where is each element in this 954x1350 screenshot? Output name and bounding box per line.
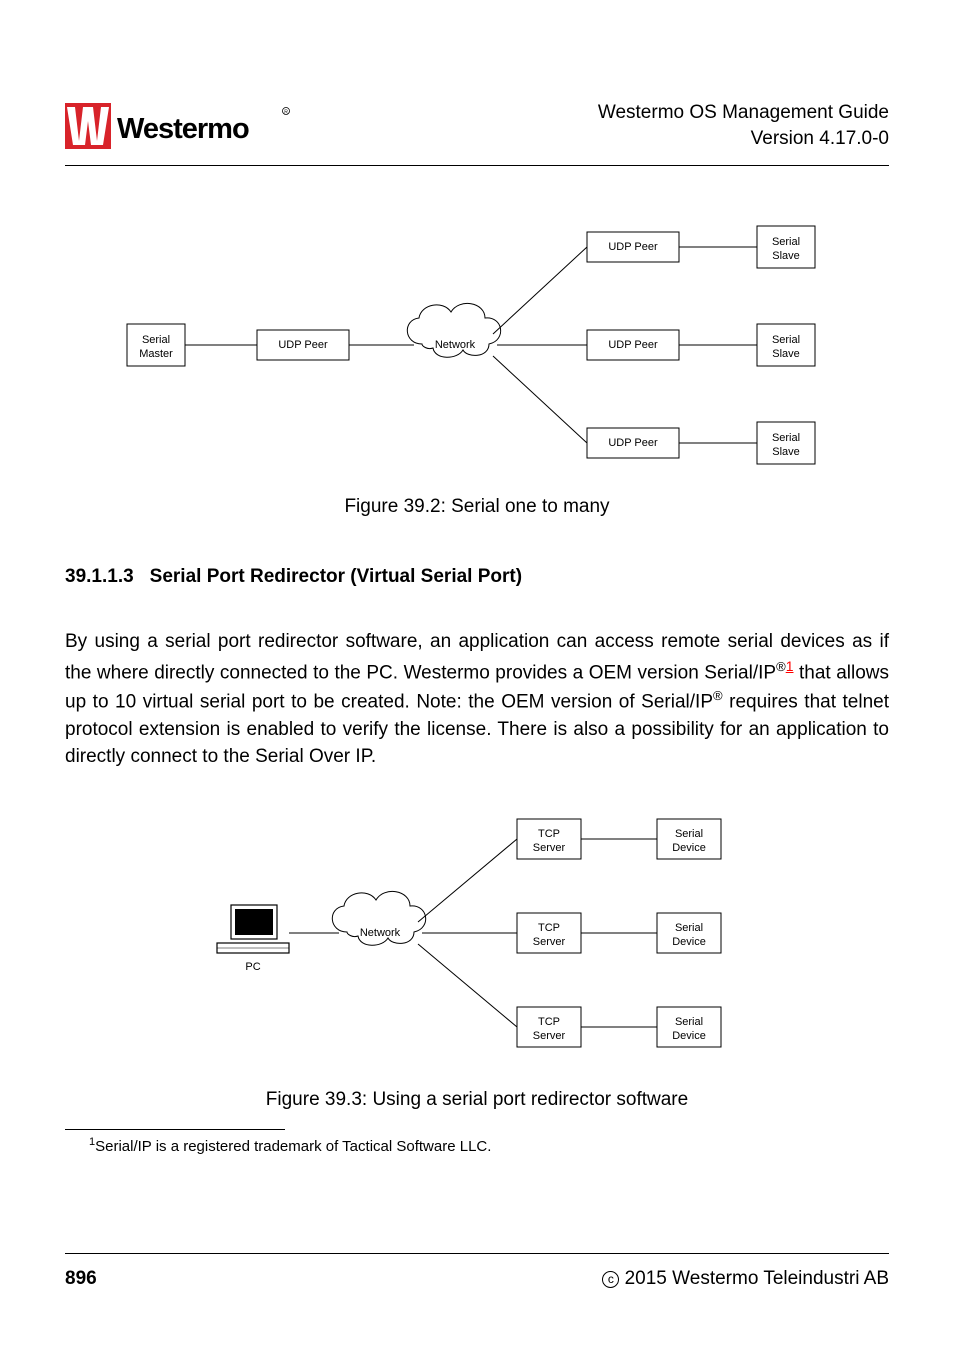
header-divider bbox=[65, 165, 889, 166]
node-udp-peer-r3: UDP Peer bbox=[608, 437, 658, 449]
body-before: By using a serial port redirector softwa… bbox=[65, 631, 889, 683]
section-number: 39.1.1.3 bbox=[65, 566, 134, 587]
footnote-divider bbox=[65, 1129, 285, 1130]
header-title: Westermo OS Management Guide bbox=[598, 100, 889, 126]
page-header: Westermo R Westermo OS Management Guide … bbox=[65, 100, 889, 151]
copyright: c 2015 Westermo Teleindustri AB bbox=[602, 1268, 889, 1290]
footer-divider bbox=[65, 1253, 889, 1254]
registered-mark-2: ® bbox=[713, 688, 723, 703]
node-dev1-l2: Device bbox=[672, 842, 706, 854]
node-dev2-l2: Device bbox=[672, 936, 706, 948]
node-serial-master-l2: Master bbox=[139, 348, 173, 360]
node-slave2-l2: Slave bbox=[772, 348, 800, 360]
node-slave1-l1: Serial bbox=[772, 236, 800, 248]
node-tcp3-l1: TCP bbox=[538, 1016, 560, 1028]
pc-icon bbox=[217, 905, 289, 953]
figure-serial-one-to-many: Serial Master UDP Peer Network UDP Peer … bbox=[65, 214, 889, 474]
node-udp-peer-left: UDP Peer bbox=[278, 339, 328, 351]
westermo-logo: Westermo R bbox=[65, 103, 292, 149]
page-number: 896 bbox=[65, 1268, 97, 1290]
copyright-icon: c bbox=[602, 1271, 619, 1288]
svg-text:R: R bbox=[284, 109, 288, 115]
node-slave3-l1: Serial bbox=[772, 432, 800, 444]
page-footer: 896 c 2015 Westermo Teleindustri AB bbox=[65, 1253, 889, 1290]
node-serial-master-l1: Serial bbox=[142, 334, 170, 346]
figure2-caption: Figure 39.3: Using a serial port redirec… bbox=[65, 1089, 889, 1111]
header-version: Version 4.17.0-0 bbox=[598, 126, 889, 152]
node-tcp2-l1: TCP bbox=[538, 922, 560, 934]
section-heading: 39.1.1.3 Serial Port Redirector (Virtual … bbox=[65, 566, 889, 588]
node-udp-peer-r2: UDP Peer bbox=[608, 339, 658, 351]
header-title-block: Westermo OS Management Guide Version 4.1… bbox=[598, 100, 889, 151]
node-tcp2-l2: Server bbox=[533, 936, 566, 948]
body-paragraph: By using a serial port redirector softwa… bbox=[65, 628, 889, 770]
node-dev3-l1: Serial bbox=[675, 1016, 703, 1028]
svg-text:Westermo: Westermo bbox=[117, 113, 249, 145]
node-slave1-l2: Slave bbox=[772, 250, 800, 262]
node-dev3-l2: Device bbox=[672, 1030, 706, 1042]
figure-serial-port-redirector: PC Network TCP Server TCP Server TCP Ser… bbox=[65, 807, 889, 1067]
node-slave3-l2: Slave bbox=[772, 446, 800, 458]
node-dev1-l1: Serial bbox=[675, 828, 703, 840]
node-tcp3-l2: Server bbox=[533, 1030, 566, 1042]
registered-mark-1: ® bbox=[776, 659, 786, 674]
node-udp-peer-r1: UDP Peer bbox=[608, 241, 658, 253]
node-slave2-l1: Serial bbox=[772, 334, 800, 346]
section-title: Serial Port Redirector (Virtual Serial P… bbox=[150, 566, 522, 587]
node-dev2-l1: Serial bbox=[675, 922, 703, 934]
footnote: 1Serial/IP is a registered trademark of … bbox=[65, 1136, 889, 1155]
figure1-caption: Figure 39.2: Serial one to many bbox=[65, 496, 889, 518]
node-network-2: Network bbox=[360, 927, 401, 939]
node-tcp1-l1: TCP bbox=[538, 828, 560, 840]
node-network: Network bbox=[435, 339, 476, 351]
node-pc: PC bbox=[245, 961, 260, 973]
node-tcp1-l2: Server bbox=[533, 842, 566, 854]
copyright-text: 2015 Westermo Teleindustri AB bbox=[625, 1268, 889, 1289]
footnote-text: Serial/IP is a registered trademark of T… bbox=[95, 1138, 491, 1155]
